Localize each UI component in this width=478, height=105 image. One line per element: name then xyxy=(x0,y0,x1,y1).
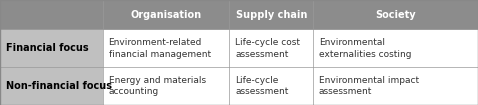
Text: Society: Society xyxy=(375,10,416,20)
Text: Organisation: Organisation xyxy=(130,10,202,20)
Bar xyxy=(0,67,103,105)
Text: Financial focus: Financial focus xyxy=(6,43,88,53)
Text: Energy and materials
accounting: Energy and materials accounting xyxy=(109,76,206,96)
Bar xyxy=(0,0,478,29)
Text: Life-cycle cost
assessment: Life-cycle cost assessment xyxy=(235,38,300,59)
Text: Environment-related
financial management: Environment-related financial management xyxy=(109,38,211,59)
Bar xyxy=(0,29,103,67)
Text: Environmental impact
assessment: Environmental impact assessment xyxy=(319,76,419,96)
Text: Supply chain: Supply chain xyxy=(236,10,307,20)
Text: Non-financial focus: Non-financial focus xyxy=(6,81,112,91)
Text: Environmental
externalities costing: Environmental externalities costing xyxy=(319,38,412,59)
Text: Life-cycle
assessment: Life-cycle assessment xyxy=(235,76,289,96)
